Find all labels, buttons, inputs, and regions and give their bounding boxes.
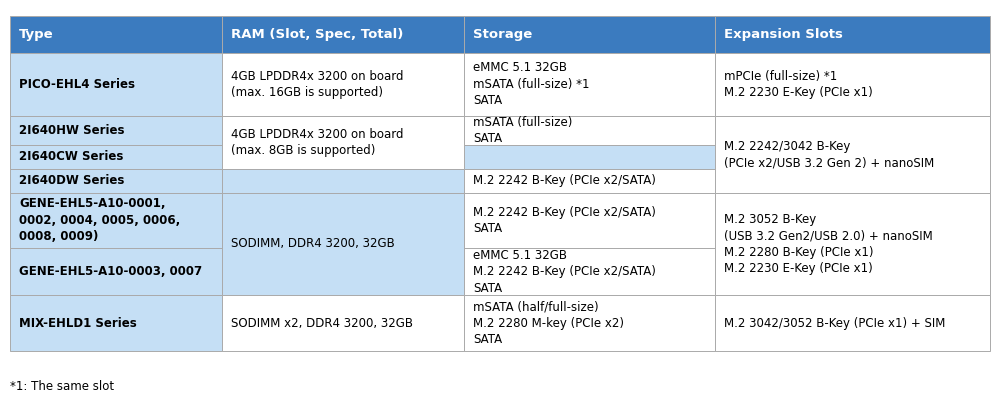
Text: M.2 2242 B-Key (PCIe x2/SATA): M.2 2242 B-Key (PCIe x2/SATA) — [473, 174, 656, 187]
Bar — [10, 145, 222, 169]
Text: MIX-EHLD1 Series: MIX-EHLD1 Series — [19, 317, 137, 330]
Text: *1: The same slot: *1: The same slot — [10, 380, 114, 392]
Bar — [222, 193, 464, 295]
Text: 2I640DW Series: 2I640DW Series — [19, 174, 124, 187]
Text: 4GB LPDDR4x 3200 on board
(max. 16GB is supported): 4GB LPDDR4x 3200 on board (max. 16GB is … — [231, 70, 404, 99]
Text: Expansion Slots: Expansion Slots — [724, 28, 843, 41]
Text: eMMC 5.1 32GB
mSATA (full-size) *1
SATA: eMMC 5.1 32GB mSATA (full-size) *1 SATA — [473, 61, 590, 107]
Bar — [715, 295, 990, 351]
Bar — [715, 193, 990, 295]
Bar — [464, 16, 715, 53]
Bar — [464, 53, 715, 116]
Bar — [715, 16, 990, 53]
Text: M.2 3042/3052 B-Key (PCIe x1) + SIM: M.2 3042/3052 B-Key (PCIe x1) + SIM — [724, 317, 945, 330]
Bar — [222, 116, 464, 169]
Bar — [464, 193, 715, 248]
Text: M.2 3052 B-Key
(USB 3.2 Gen2/USB 2.0) + nanoSIM
M.2 2280 B-Key (PCIe x1)
M.2 223: M.2 3052 B-Key (USB 3.2 Gen2/USB 2.0) + … — [724, 213, 933, 275]
Text: GENE-EHL5-A10-0001,
0002, 0004, 0005, 0006,
0008, 0009): GENE-EHL5-A10-0001, 0002, 0004, 0005, 00… — [19, 197, 180, 244]
Bar — [715, 116, 990, 193]
Bar — [10, 248, 222, 295]
Bar — [715, 53, 990, 116]
Bar — [10, 53, 222, 116]
Text: 2I640CW Series: 2I640CW Series — [19, 150, 123, 163]
Text: Storage: Storage — [473, 28, 532, 41]
Bar — [222, 16, 464, 53]
Text: eMMC 5.1 32GB
M.2 2242 B-Key (PCIe x2/SATA)
SATA: eMMC 5.1 32GB M.2 2242 B-Key (PCIe x2/SA… — [473, 249, 656, 295]
Text: SODIMM, DDR4 3200, 32GB: SODIMM, DDR4 3200, 32GB — [231, 238, 395, 250]
Text: M.2 2242 B-Key (PCIe x2/SATA)
SATA: M.2 2242 B-Key (PCIe x2/SATA) SATA — [473, 206, 656, 235]
Bar — [464, 145, 715, 169]
Text: 2I640HW Series: 2I640HW Series — [19, 124, 124, 137]
Text: M.2 2242/3042 B-Key
(PCIe x2/USB 3.2 Gen 2) + nanoSIM: M.2 2242/3042 B-Key (PCIe x2/USB 3.2 Gen… — [724, 140, 934, 169]
Bar — [222, 53, 464, 116]
Bar — [222, 295, 464, 351]
Bar — [464, 169, 715, 193]
Bar — [464, 248, 715, 295]
Text: mPCIe (full-size) *1
M.2 2230 E-Key (PCIe x1): mPCIe (full-size) *1 M.2 2230 E-Key (PCI… — [724, 70, 873, 99]
Bar — [10, 16, 222, 53]
Bar — [464, 116, 715, 145]
Bar — [222, 169, 464, 193]
Text: mSATA (half/full-size)
M.2 2280 M-key (PCIe x2)
SATA: mSATA (half/full-size) M.2 2280 M-key (P… — [473, 300, 624, 346]
Text: mSATA (full-size)
SATA: mSATA (full-size) SATA — [473, 116, 572, 145]
Bar — [10, 169, 222, 193]
Text: PICO-EHL4 Series: PICO-EHL4 Series — [19, 78, 135, 91]
Text: Type: Type — [19, 28, 54, 41]
Bar — [10, 116, 222, 145]
Bar — [464, 295, 715, 351]
Text: RAM (Slot, Spec, Total): RAM (Slot, Spec, Total) — [231, 28, 403, 41]
Text: GENE-EHL5-A10-0003, 0007: GENE-EHL5-A10-0003, 0007 — [19, 265, 202, 278]
Bar — [10, 295, 222, 351]
Text: 4GB LPDDR4x 3200 on board
(max. 8GB is supported): 4GB LPDDR4x 3200 on board (max. 8GB is s… — [231, 128, 404, 157]
Text: SODIMM x2, DDR4 3200, 32GB: SODIMM x2, DDR4 3200, 32GB — [231, 317, 413, 330]
Bar — [10, 193, 222, 248]
